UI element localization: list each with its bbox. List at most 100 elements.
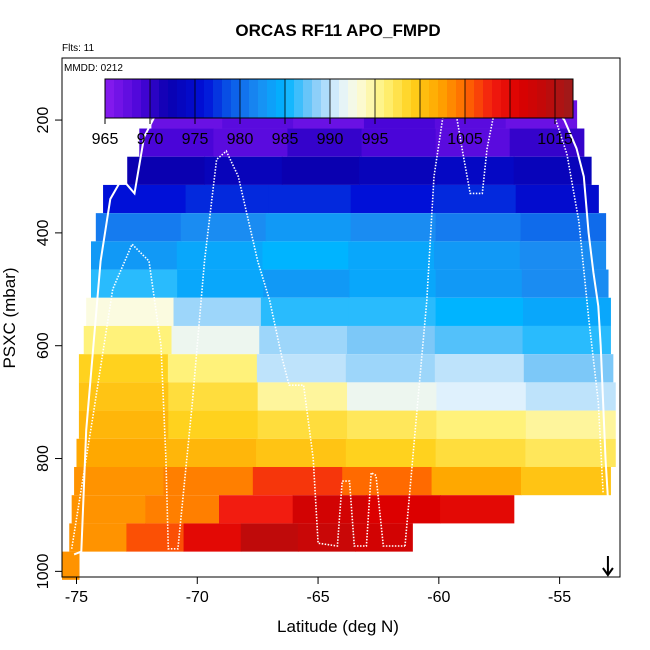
heatmap-cell-14-4 [366, 495, 441, 524]
heatmap-cell-5-0 [90, 241, 178, 270]
y-tick-label: 600 [35, 332, 52, 359]
heatmap-cell-9-0 [78, 354, 169, 383]
direction-arrow [602, 556, 614, 577]
heatmap-cell-7-3 [348, 297, 437, 326]
colorbar-segment [510, 79, 520, 118]
colorbar-segment [294, 79, 304, 118]
heatmap-cell-12-2 [256, 438, 347, 467]
heatmap-cell-14-3 [292, 495, 367, 524]
heatmap-cell-8-5 [522, 325, 611, 355]
heatmap-cell-2-1 [204, 156, 283, 185]
y-tick-label: 800 [35, 445, 52, 472]
colorbar-segment [213, 79, 223, 118]
heatmap-cell-12-3 [345, 438, 437, 467]
colorbar-segment [231, 79, 241, 118]
colorbar-segment [321, 79, 331, 118]
colorbar-segment [429, 79, 439, 118]
colorbar-segment [123, 79, 133, 118]
heatmap-cell-10-4 [436, 382, 527, 411]
arrow-head [602, 567, 614, 577]
colorbar-segment [330, 79, 340, 118]
heatmap-cell-6-1 [177, 269, 264, 298]
colorbar-tick-label: 1015 [537, 131, 573, 148]
colorbar-tick-label: 990 [317, 131, 344, 148]
heatmap-cell-7-4 [435, 297, 524, 326]
colorbar-segment [312, 79, 322, 118]
colorbar-segment [303, 79, 313, 118]
x-tick-label: -75 [65, 589, 88, 606]
heatmap-cell-11-5 [525, 410, 616, 439]
heatmap-cell-3-3 [350, 184, 434, 214]
colorbar-segment [483, 79, 493, 118]
heatmap-cell-8-2 [259, 325, 348, 355]
colorbar-segment [285, 79, 295, 118]
heatmap-cell-7-2 [260, 297, 349, 326]
heatmap-cell-14-2 [219, 495, 294, 524]
heatmap-cell-1-2 [287, 128, 363, 157]
heatmap-cell-8-3 [347, 325, 436, 355]
colorbar-segment [447, 79, 457, 118]
heatmap-cell-13-2 [252, 466, 343, 496]
heatmap-cell-5-4 [434, 241, 521, 270]
heatmap-cell-9-1 [167, 354, 258, 383]
colorbar-tick-label: 980 [227, 131, 254, 148]
colorbar-segment [339, 79, 349, 118]
heatmap-cell-1-3 [361, 128, 437, 157]
heatmap-cell-3-1 [185, 184, 269, 214]
heatmap-cell-10-2 [257, 382, 348, 411]
heatmap-cell-11-2 [257, 410, 348, 439]
flight-track-dotted-0 [70, 149, 405, 550]
y-axis: 200 400 600 800 1000 [35, 107, 63, 590]
colorbar-segment [222, 79, 232, 118]
heatmap-cell-12-1 [166, 438, 257, 467]
y-tick-label: 1000 [35, 554, 52, 590]
heatmap-cell-15-1 [126, 523, 185, 552]
colorbar-segment [159, 79, 169, 118]
heatmap-cell-8-1 [171, 325, 260, 355]
colorbar-segment [186, 79, 196, 118]
heatmap-cell-11-4 [436, 410, 527, 439]
heatmap-cell-2-3 [359, 156, 438, 185]
heatmap-cell-1-5 [509, 128, 585, 157]
heatmap-cell-12-4 [435, 438, 526, 467]
colorbar-segment [348, 79, 358, 118]
heatmap-cell-15-2 [183, 523, 242, 552]
colorbar-segment [564, 79, 574, 118]
heatmap-cell-7-0 [86, 297, 175, 326]
colorbar-segment [258, 79, 268, 118]
colorbar-segment [375, 79, 385, 118]
colorbar-segment [240, 79, 250, 118]
heatmap-cell-10-5 [525, 382, 616, 411]
heatmap-cell-16-0 [62, 551, 80, 580]
heatmap-cell-15-4 [297, 523, 356, 552]
colorbar-tick-label: 965 [92, 131, 119, 148]
heatmap-cell-14-5 [440, 495, 515, 524]
heatmap-cell-10-0 [78, 382, 169, 411]
x-axis: -75 -70 -65 -60 -55 [65, 576, 571, 606]
heatmap-cell-4-5 [520, 213, 607, 242]
colorbar-segment [501, 79, 511, 118]
colorbar-segment [150, 79, 160, 118]
colorbar-segment [114, 79, 124, 118]
heatmap-cell-12-0 [76, 438, 167, 467]
heatmap-cell-13-5 [520, 466, 611, 496]
heatmap-cell-6-3 [349, 269, 437, 298]
y-tick-label: 200 [35, 107, 52, 134]
x-tick-label: -70 [186, 589, 209, 606]
heatmap-cell-10-3 [347, 382, 438, 411]
heatmap-cell-2-2 [281, 156, 360, 185]
heatmap-cell-5-1 [176, 241, 264, 270]
x-axis-label: Latitude (deg N) [277, 617, 399, 636]
colorbar-segment [249, 79, 259, 118]
chart-title: ORCAS RF11 APO_FMPD [235, 21, 440, 40]
heatmap-cell-2-5 [513, 156, 592, 185]
heatmap-cell-13-4 [431, 466, 522, 496]
heatmap-cell-4-1 [180, 213, 267, 242]
colorbar-segment [465, 79, 475, 118]
heatmap-cell-3-2 [268, 184, 352, 214]
x-tick-label: -55 [548, 589, 571, 606]
heatmap-cell-11-1 [168, 410, 259, 439]
heatmap-cell-1-4 [435, 128, 511, 157]
heatmap-cell-10-1 [168, 382, 259, 411]
